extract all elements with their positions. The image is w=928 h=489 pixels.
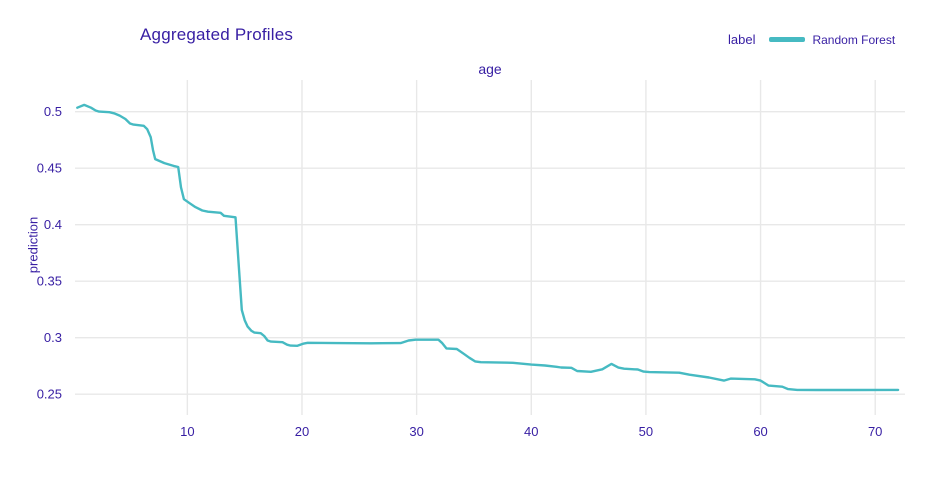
- y-tick-label: 0.25: [37, 387, 62, 402]
- x-tick-label: 60: [753, 424, 767, 439]
- x-axis-title: age: [478, 61, 502, 77]
- legend-item-random-forest[interactable]: Random Forest: [812, 32, 896, 47]
- x-tick-label: 20: [295, 424, 309, 439]
- x-tick-label: 30: [409, 424, 423, 439]
- x-tick-label: 50: [639, 424, 653, 439]
- profile-line-random-forest[interactable]: [76, 103, 900, 392]
- y-tick-label: 0.3: [44, 330, 62, 345]
- chart-title: Aggregated Profiles: [140, 25, 294, 44]
- y-tick-label: 0.5: [44, 104, 62, 119]
- x-tick-label: 40: [524, 424, 538, 439]
- y-tick-label: 0.35: [37, 274, 62, 289]
- legend: label Random Forest: [728, 32, 895, 47]
- y-tick-label: 0.4: [44, 217, 62, 232]
- x-tick-label: 70: [868, 424, 882, 439]
- legend-line-swatch[interactable]: [769, 37, 806, 42]
- legend-title: label: [728, 32, 756, 47]
- y-tick-label: 0.45: [37, 161, 62, 176]
- x-tick-label: 10: [180, 424, 194, 439]
